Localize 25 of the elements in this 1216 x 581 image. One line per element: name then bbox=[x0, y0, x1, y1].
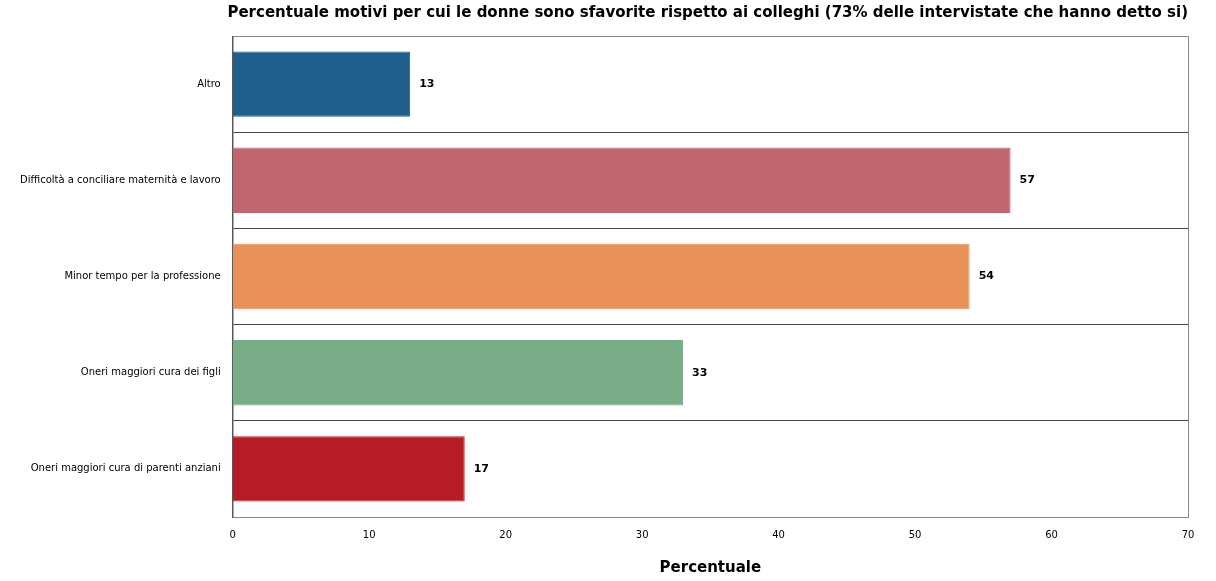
data-label: 13 bbox=[419, 76, 435, 90]
bar bbox=[232, 339, 684, 406]
chart-title: Percentuale motivi per cui le donne sono sfavorite rispetto ai colleghi (73% delle intervistate che hanno detto si) bbox=[227, 2, 1188, 21]
y-tick-label: Difficoltà a conciliare maternità e lavoro bbox=[20, 173, 221, 185]
y-tick-label: Altro bbox=[197, 77, 221, 89]
x-tick-label: 30 bbox=[635, 528, 649, 540]
x-tick-label: 0 bbox=[229, 528, 236, 540]
bar bbox=[232, 51, 411, 117]
data-label: 17 bbox=[473, 461, 490, 475]
y-tick-label: Minor tempo per la professione bbox=[64, 270, 221, 282]
x-tick-label: 40 bbox=[772, 528, 785, 540]
y-tick-label: Oneri maggiori cura dei figli bbox=[80, 366, 221, 378]
bar bbox=[232, 243, 970, 310]
x-tick-label: 50 bbox=[908, 528, 922, 540]
data-label: 33 bbox=[692, 365, 708, 379]
x-tick-label: 60 bbox=[1045, 528, 1058, 540]
x-tick-label: 70 bbox=[1181, 528, 1195, 540]
x-axis-title: Percentuale bbox=[659, 557, 762, 576]
data-label: 54 bbox=[978, 269, 995, 283]
x-tick-label: 20 bbox=[499, 528, 513, 540]
x-tick-label: 10 bbox=[362, 528, 376, 540]
bar bbox=[232, 436, 465, 502]
bar bbox=[232, 147, 1011, 214]
y-tick-label: Oneri maggiori cura di parenti anziani bbox=[30, 462, 221, 474]
data-label: 57 bbox=[1019, 173, 1035, 187]
